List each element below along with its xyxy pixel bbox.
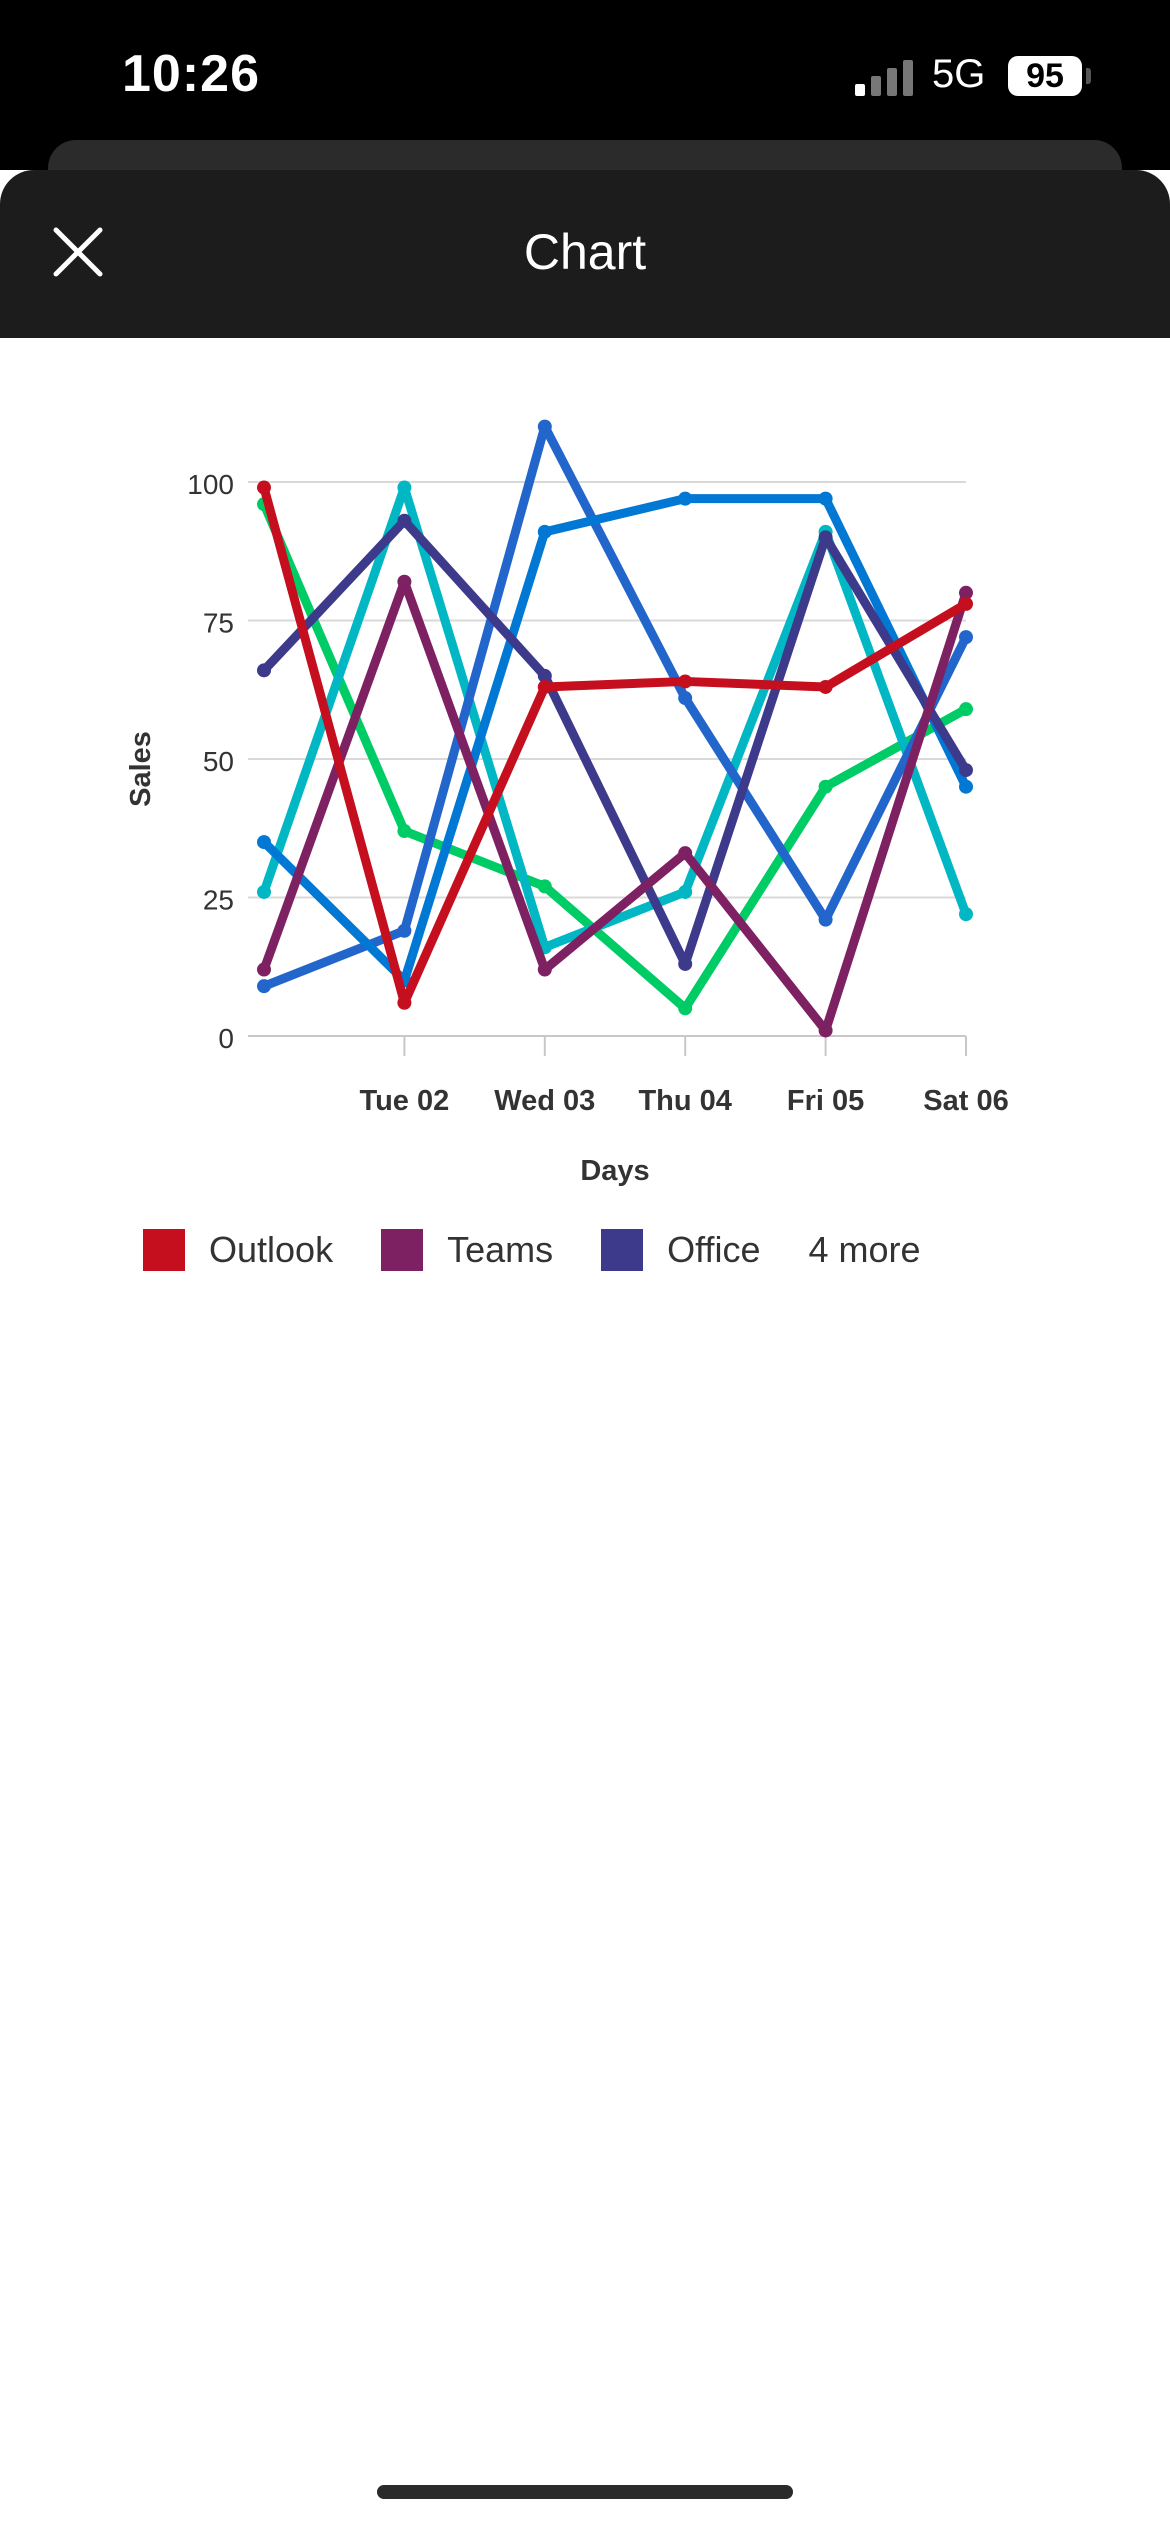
sheet-header xyxy=(0,170,1170,338)
y-tick-label: 50 xyxy=(203,746,234,777)
data-point-office xyxy=(537,668,552,683)
y-tick-label: 100 xyxy=(187,469,234,500)
legend-item[interactable]: Teams xyxy=(381,1229,553,1271)
data-point-office xyxy=(959,763,973,778)
series-line-office xyxy=(259,516,971,969)
data-point-office xyxy=(257,663,271,678)
data-point-series-1 xyxy=(397,824,412,839)
data-point-series-1 xyxy=(959,702,973,717)
home-indicator xyxy=(377,2485,793,2499)
data-point-series-4 xyxy=(537,524,552,539)
data-point-series-2 xyxy=(678,884,693,899)
data-point-series-2 xyxy=(257,884,271,899)
status-time: 10:26 xyxy=(122,45,260,103)
series-line-teams xyxy=(259,577,971,1035)
data-point-series-3 xyxy=(678,691,693,706)
data-point-outlook xyxy=(537,679,552,694)
data-point-series-3 xyxy=(537,419,552,434)
chart-legend: Outlook Teams Office 4 more xyxy=(143,1228,921,1272)
data-point-office xyxy=(678,956,693,971)
line-chart: 0 25 50 75 100 Tue 02 Wed 03 Thu 04 Fri 05 Sat 06… xyxy=(125,419,1009,1187)
data-point-series-1 xyxy=(537,879,552,894)
data-point-teams xyxy=(537,962,552,977)
series-line-series-2 xyxy=(259,483,971,952)
x-axis-label: Days xyxy=(580,1155,649,1187)
data-point-outlook xyxy=(257,480,271,495)
legend-label: Office xyxy=(667,1229,761,1270)
close-icon[interactable] xyxy=(48,222,108,282)
data-point-series-1 xyxy=(678,1001,693,1016)
y-axis-label: Sales xyxy=(125,731,157,807)
legend-item[interactable]: Office xyxy=(601,1229,760,1271)
data-point-teams xyxy=(818,1023,833,1038)
data-point-office xyxy=(397,513,412,528)
legend-label: Teams xyxy=(447,1229,554,1270)
data-point-teams xyxy=(678,846,693,861)
x-tick-label: Tue 02 xyxy=(360,1085,450,1117)
legend-swatch xyxy=(381,1229,424,1271)
data-point-series-3 xyxy=(257,979,271,994)
data-point-teams xyxy=(959,585,973,600)
data-point-teams xyxy=(257,962,271,977)
x-tick-label: Wed 03 xyxy=(494,1085,595,1117)
data-point-series-3 xyxy=(959,630,973,645)
data-point-series-4 xyxy=(257,835,271,850)
data-point-office xyxy=(818,530,833,545)
legend-label: Outlook xyxy=(209,1229,334,1270)
series-line-series-1 xyxy=(259,499,971,1013)
data-point-teams xyxy=(397,574,412,589)
battery-tip xyxy=(1086,68,1091,84)
page-title: Chart xyxy=(523,224,647,280)
series-line-outlook xyxy=(259,483,971,1008)
data-point-outlook xyxy=(678,674,693,689)
data-point-series-3 xyxy=(818,912,833,927)
network-label: 5G xyxy=(932,52,986,96)
data-point-series-4 xyxy=(818,491,833,506)
battery-level: 95 xyxy=(1026,57,1064,95)
legend-more-button[interactable]: 4 more xyxy=(808,1229,921,1270)
data-point-series-1 xyxy=(818,779,833,794)
series-line-series-4 xyxy=(259,494,971,986)
x-tick-label: Thu 04 xyxy=(638,1085,731,1117)
x-tick-label: Fri 05 xyxy=(787,1085,864,1117)
data-point-outlook xyxy=(959,596,973,611)
y-tick-label: 25 xyxy=(203,885,234,916)
data-point-outlook xyxy=(818,679,833,694)
legend-item[interactable]: Outlook xyxy=(143,1229,333,1271)
data-point-series-3 xyxy=(397,923,412,938)
y-tick-label: 75 xyxy=(203,608,234,639)
x-tick-label: Sat 06 xyxy=(923,1085,1008,1117)
data-point-outlook xyxy=(397,995,412,1010)
signal-icon xyxy=(855,60,913,96)
y-tick-label: 0 xyxy=(218,1023,234,1054)
data-point-series-2 xyxy=(397,480,412,495)
series-line-series-3 xyxy=(259,422,971,991)
data-point-series-2 xyxy=(959,907,973,922)
legend-swatch xyxy=(143,1229,185,1271)
data-point-series-4 xyxy=(678,491,693,506)
battery-icon: 95 xyxy=(1008,56,1082,96)
data-point-series-4 xyxy=(959,779,973,794)
legend-swatch xyxy=(601,1229,644,1271)
